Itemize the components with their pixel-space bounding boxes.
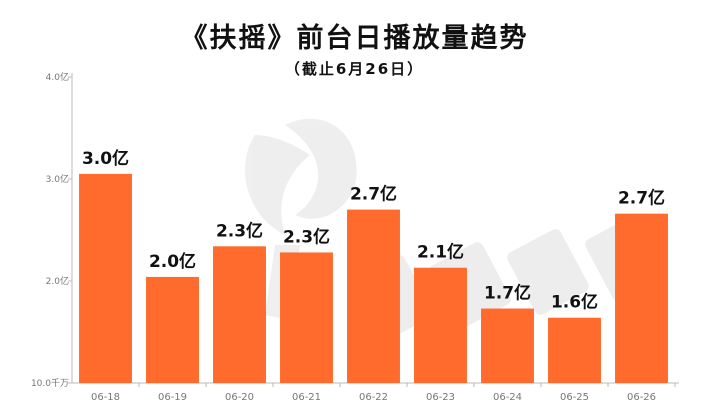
data-label: 3.0亿 [82, 148, 129, 169]
data-label: 2.3亿 [283, 226, 330, 247]
bar-06-25 [548, 317, 601, 383]
x-tick-label: 06-18 [91, 392, 120, 403]
data-label: 2.3亿 [216, 220, 263, 241]
x-tick-label: 06-25 [560, 392, 589, 403]
data-label: 2.1亿 [417, 242, 464, 263]
bar-06-22 [347, 209, 400, 383]
bar-06-23 [414, 267, 467, 383]
bar-06-24 [481, 308, 534, 383]
x-tick-label: 06-26 [627, 392, 656, 403]
y-tick-label: 10.0千万 [31, 378, 69, 389]
data-label: 2.7亿 [350, 184, 397, 205]
x-tick-label: 06-21 [292, 392, 321, 403]
data-label: 2.7亿 [618, 188, 665, 209]
data-label: 1.7亿 [484, 283, 531, 304]
bar-06-19 [146, 276, 199, 383]
chart-subtitle: （截止6月26日） [284, 60, 425, 78]
x-tick-label: 06-22 [359, 392, 388, 403]
x-tick-label: 06-20 [225, 392, 254, 403]
y-tick-label: 2.0亿 [46, 275, 69, 287]
x-tick-label: 06-24 [493, 392, 522, 403]
y-tick-label: 3.0亿 [46, 173, 69, 185]
y-tick-label: 4.0亿 [46, 71, 69, 83]
bar-06-21 [280, 252, 333, 383]
x-tick-label: 06-19 [158, 392, 187, 403]
bar-06-20 [213, 246, 266, 383]
x-tick-label: 06-23 [426, 392, 455, 403]
data-label: 2.0亿 [149, 251, 196, 272]
data-label: 1.6亿 [551, 292, 598, 313]
bar-06-26 [615, 213, 668, 383]
bar-06-18 [79, 173, 132, 383]
chart-title: 《扶摇》前台日播放量趋势 [180, 23, 529, 54]
